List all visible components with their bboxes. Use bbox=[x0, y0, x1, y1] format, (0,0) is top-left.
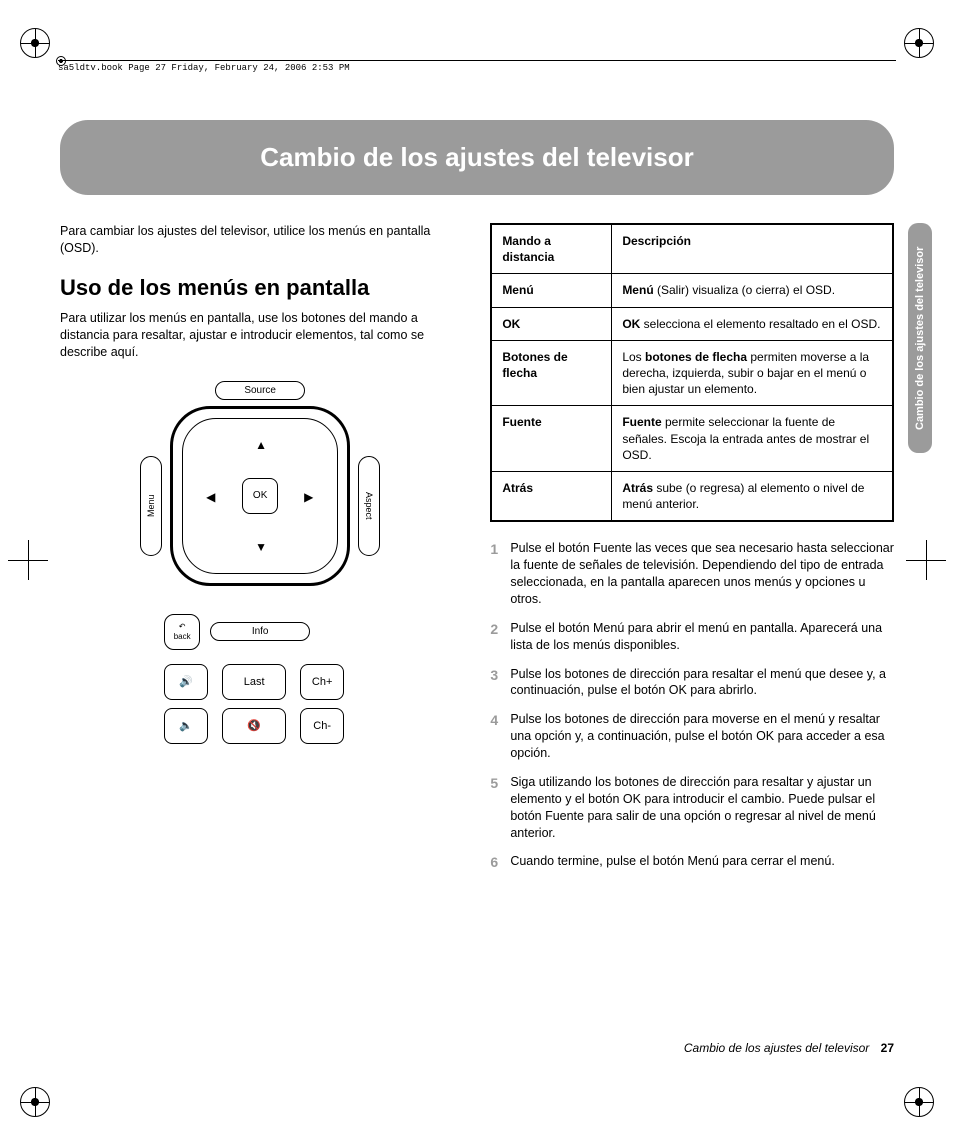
list-item: 2Pulse el botón Menú para abrir el menú … bbox=[490, 620, 894, 654]
section-heading: Uso de los menús en pantalla bbox=[60, 275, 460, 300]
crop-mark bbox=[906, 540, 946, 580]
list-item: 6Cuando termine, pulse el botón Menú par… bbox=[490, 853, 894, 872]
remote-back-label: back bbox=[174, 632, 191, 641]
table-row: Botones de flecha Los botones de flecha … bbox=[491, 340, 893, 406]
remote-back-button: ↶ back bbox=[164, 614, 200, 650]
arrow-left-icon: ◀ bbox=[206, 490, 215, 504]
row-key: Atrás bbox=[502, 481, 533, 495]
step-text: Pulse el botón Menú para abrir el menú e… bbox=[510, 620, 894, 654]
registration-mark bbox=[20, 28, 50, 58]
crop-mark bbox=[8, 540, 48, 580]
remote-volume-up-button: 🔊 bbox=[164, 664, 208, 700]
remote-channel-up-button: Ch+ bbox=[300, 664, 344, 700]
remote-volume-down-button: 🔈 bbox=[164, 708, 208, 744]
step-text: Pulse el botón Fuente las veces que sea … bbox=[510, 540, 894, 608]
page: Cambio de los ajustes del televisor Para… bbox=[60, 90, 894, 1075]
row-desc: Fuente permite seleccionar la fuente de … bbox=[612, 406, 893, 472]
intro-text: Para cambiar los ajustes del televisor, … bbox=[60, 223, 460, 257]
registration-mark bbox=[904, 1087, 934, 1117]
row-desc: Menú (Salir) visualiza (o cierra) el OSD… bbox=[612, 274, 893, 307]
list-item: 5Siga utilizando los botones de direcció… bbox=[490, 774, 894, 842]
row-key: Menú bbox=[502, 283, 533, 297]
footer-title: Cambio de los ajustes del televisor bbox=[684, 1041, 869, 1055]
left-column: Para cambiar los ajustes del televisor, … bbox=[60, 223, 460, 884]
page-footer: Cambio de los ajustes del televisor 27 bbox=[684, 1041, 894, 1055]
remote-source-button: Source bbox=[215, 381, 305, 400]
section-body: Para utilizar los menús en pantalla, use… bbox=[60, 310, 460, 361]
remote-channel-down-button: Ch- bbox=[300, 708, 344, 744]
step-text: Pulse los botones de dirección para resa… bbox=[510, 666, 894, 700]
page-title-banner: Cambio de los ajustes del televisor bbox=[60, 120, 894, 195]
arrow-up-icon: ▲ bbox=[255, 438, 267, 452]
row-desc: Los botones de flecha permiten moverse a… bbox=[612, 340, 893, 406]
table-row: OK OK selecciona el elemento resaltado e… bbox=[491, 307, 893, 340]
registration-mark bbox=[904, 28, 934, 58]
arrow-right-icon: ▶ bbox=[304, 490, 313, 504]
print-header-text: sa5ldtv.book Page 27 Friday, February 24… bbox=[58, 63, 350, 73]
table-row: Fuente Fuente permite seleccionar la fue… bbox=[491, 406, 893, 472]
back-arrow-icon: ↶ bbox=[179, 622, 186, 631]
row-desc: OK selecciona el elemento resaltado en e… bbox=[612, 307, 893, 340]
list-item: 4Pulse los botones de dirección para mov… bbox=[490, 711, 894, 762]
registration-mark bbox=[20, 1087, 50, 1117]
table-head-description: Descripción bbox=[612, 224, 893, 274]
step-text: Pulse los botones de dirección para move… bbox=[510, 711, 894, 762]
step-text: Cuando termine, pulse el botón Menú para… bbox=[510, 853, 835, 872]
remote-last-button: Last bbox=[222, 664, 286, 700]
list-item: 1Pulse el botón Fuente las veces que sea… bbox=[490, 540, 894, 608]
remote-info-button: Info bbox=[210, 622, 310, 641]
print-header: sa5ldtv.book Page 27 Friday, February 24… bbox=[58, 60, 896, 73]
remote-ok-button: OK bbox=[242, 478, 278, 514]
table-row: Atrás Atrás sube (o regresa) al elemento… bbox=[491, 471, 893, 521]
row-key: Fuente bbox=[502, 415, 541, 429]
right-column: Cambio de los ajustes del televisor Mand… bbox=[490, 223, 894, 884]
remote-menu-button: Menu bbox=[140, 456, 162, 556]
page-title: Cambio de los ajustes del televisor bbox=[260, 142, 693, 172]
row-key: Botones de flecha bbox=[502, 350, 567, 380]
remote-aspect-button: Aspect bbox=[358, 456, 380, 556]
row-desc: Atrás sube (o regresa) al elemento o niv… bbox=[612, 471, 893, 521]
arrow-down-icon: ▼ bbox=[255, 540, 267, 554]
table-row: Menú Menú (Salir) visualiza (o cierra) e… bbox=[491, 274, 893, 307]
remote-diagram: Source OK ▲ ▼ ◀ ▶ Menu Aspect ↶ back bbox=[140, 381, 380, 744]
step-text: Siga utilizando los botones de dirección… bbox=[510, 774, 894, 842]
remote-mute-button: 🔇 bbox=[222, 708, 286, 744]
list-item: 3Pulse los botones de dirección para res… bbox=[490, 666, 894, 700]
row-key: OK bbox=[502, 317, 520, 331]
page-number: 27 bbox=[881, 1041, 894, 1055]
description-table: Mando a distancia Descripción Menú Menú … bbox=[490, 223, 894, 522]
steps-list: 1Pulse el botón Fuente las veces que sea… bbox=[490, 540, 894, 872]
side-tab: Cambio de los ajustes del televisor bbox=[908, 223, 932, 453]
table-head-remote: Mando a distancia bbox=[491, 224, 612, 274]
